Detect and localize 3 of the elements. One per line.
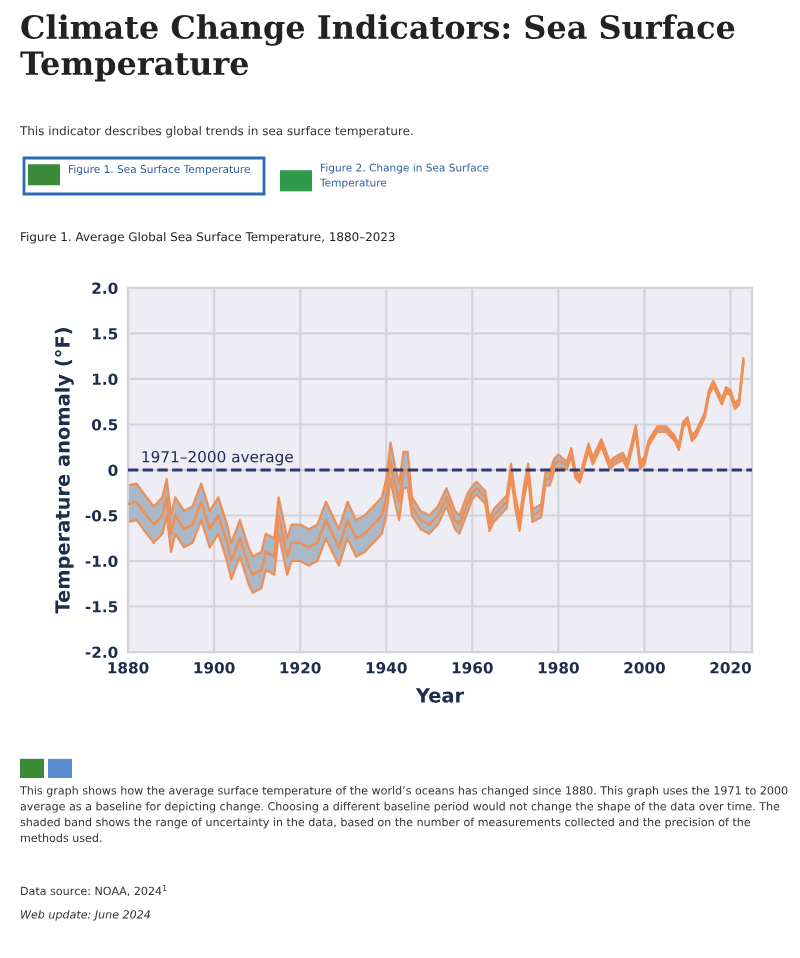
y-axis-title: Temperature anomaly (°F) — [54, 328, 74, 614]
x-axis-title: Year — [415, 688, 465, 703]
chart-title: Climate Change Indicators: Sea Surface Temperature — [20, 14, 735, 82]
